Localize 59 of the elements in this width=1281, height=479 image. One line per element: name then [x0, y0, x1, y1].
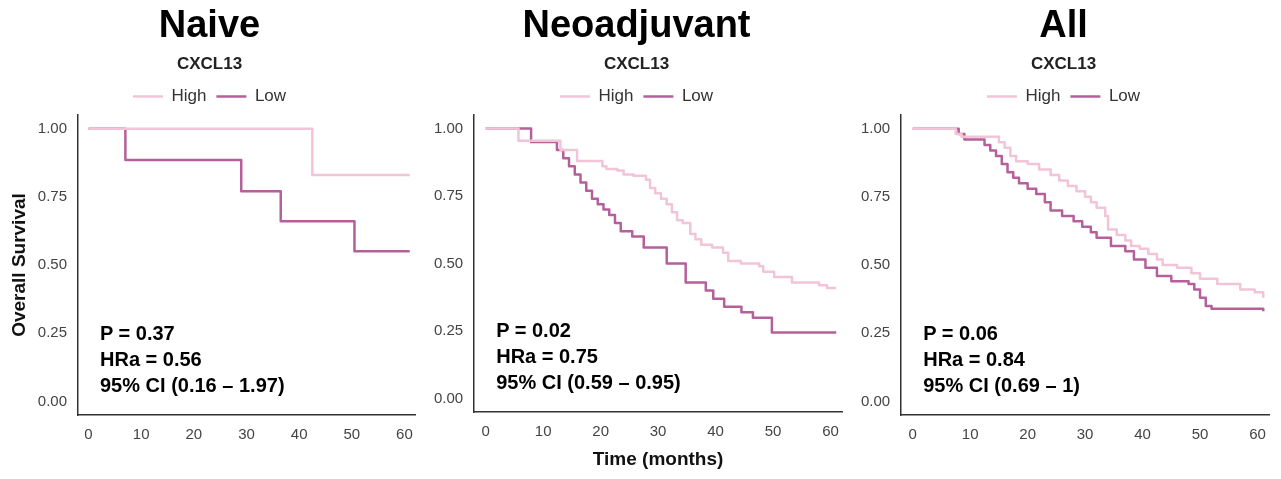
- y-tick-label: 0.50: [433, 253, 464, 271]
- x-tick-label: 10: [534, 422, 552, 440]
- y-tick-label: 0.75: [433, 186, 464, 204]
- y-tick-label: 0.25: [860, 323, 891, 341]
- y-tick-label: 0.75: [37, 186, 67, 204]
- legend-label: Low: [1108, 86, 1141, 106]
- x-tick-label: 0: [481, 422, 490, 440]
- x-tick-label: 50: [764, 422, 782, 440]
- y-tick-label: 0.25: [433, 321, 464, 339]
- x-tick-label: 60: [396, 425, 413, 443]
- x-tick-label: 40: [290, 425, 308, 443]
- x-tick-label: 20: [592, 422, 609, 440]
- chart-title: All: [1039, 3, 1088, 46]
- y-tick-label: 0.25: [37, 323, 67, 341]
- chart-title: Naive: [158, 3, 261, 46]
- y-tick-label: 0.00: [433, 388, 464, 406]
- x-axis-title: Time (months): [592, 447, 724, 469]
- legend-title: CXCL13: [603, 53, 670, 73]
- x-tick-label: 30: [649, 422, 667, 440]
- x-tick-label: 40: [707, 422, 724, 440]
- chart-title: Neoadjuvant: [522, 3, 751, 46]
- y-tick-label: 1.00: [37, 118, 67, 136]
- x-tick-label: 20: [1019, 425, 1036, 443]
- legend-label: High: [598, 86, 634, 106]
- x-tick-label: 40: [1134, 425, 1151, 443]
- x-tick-label: 0: [84, 425, 93, 443]
- annotation: 95% CI (0.59 – 0.95): [496, 371, 681, 394]
- y-tick-label: 0.00: [37, 391, 67, 409]
- legend-label: Low: [254, 86, 287, 106]
- annotation: HRa = 0.84: [923, 348, 1026, 370]
- x-tick-label: 30: [238, 425, 255, 443]
- y-tick-label: 0.75: [860, 186, 891, 204]
- x-tick-label: 60: [822, 422, 839, 440]
- annotation: P = 0.37: [99, 322, 175, 344]
- y-tick-label: 0.50: [37, 255, 67, 273]
- y-tick-label: 0.00: [860, 391, 891, 409]
- annotation: HRa = 0.56: [99, 348, 202, 370]
- annotation: P = 0.06: [923, 322, 998, 344]
- x-tick-label: 50: [343, 425, 361, 443]
- y-tick-label: 0.50: [860, 255, 891, 273]
- x-tick-label: 10: [132, 425, 150, 443]
- legend-label: High: [1025, 86, 1061, 106]
- annotation: 95% CI (0.69 – 1): [923, 374, 1080, 396]
- x-tick-label: 0: [908, 425, 917, 443]
- annotation: 95% CI (0.16 – 1.97): [99, 374, 285, 396]
- legend-title: CXCL13: [176, 53, 243, 73]
- x-tick-label: 10: [961, 425, 979, 443]
- y-tick-label: 1.00: [860, 118, 891, 136]
- x-tick-label: 30: [1076, 425, 1094, 443]
- y-axis-title: Overall Survival: [7, 193, 29, 337]
- legend-label: Low: [681, 86, 714, 106]
- annotation: P = 0.02: [496, 319, 571, 342]
- legend-title: CXCL13: [1030, 53, 1097, 73]
- annotation: HRa = 0.75: [496, 345, 598, 368]
- x-tick-label: 20: [185, 425, 203, 443]
- y-tick-label: 1.00: [433, 118, 464, 136]
- x-tick-label: 50: [1191, 425, 1209, 443]
- x-tick-label: 60: [1249, 425, 1266, 443]
- legend-label: High: [171, 86, 207, 106]
